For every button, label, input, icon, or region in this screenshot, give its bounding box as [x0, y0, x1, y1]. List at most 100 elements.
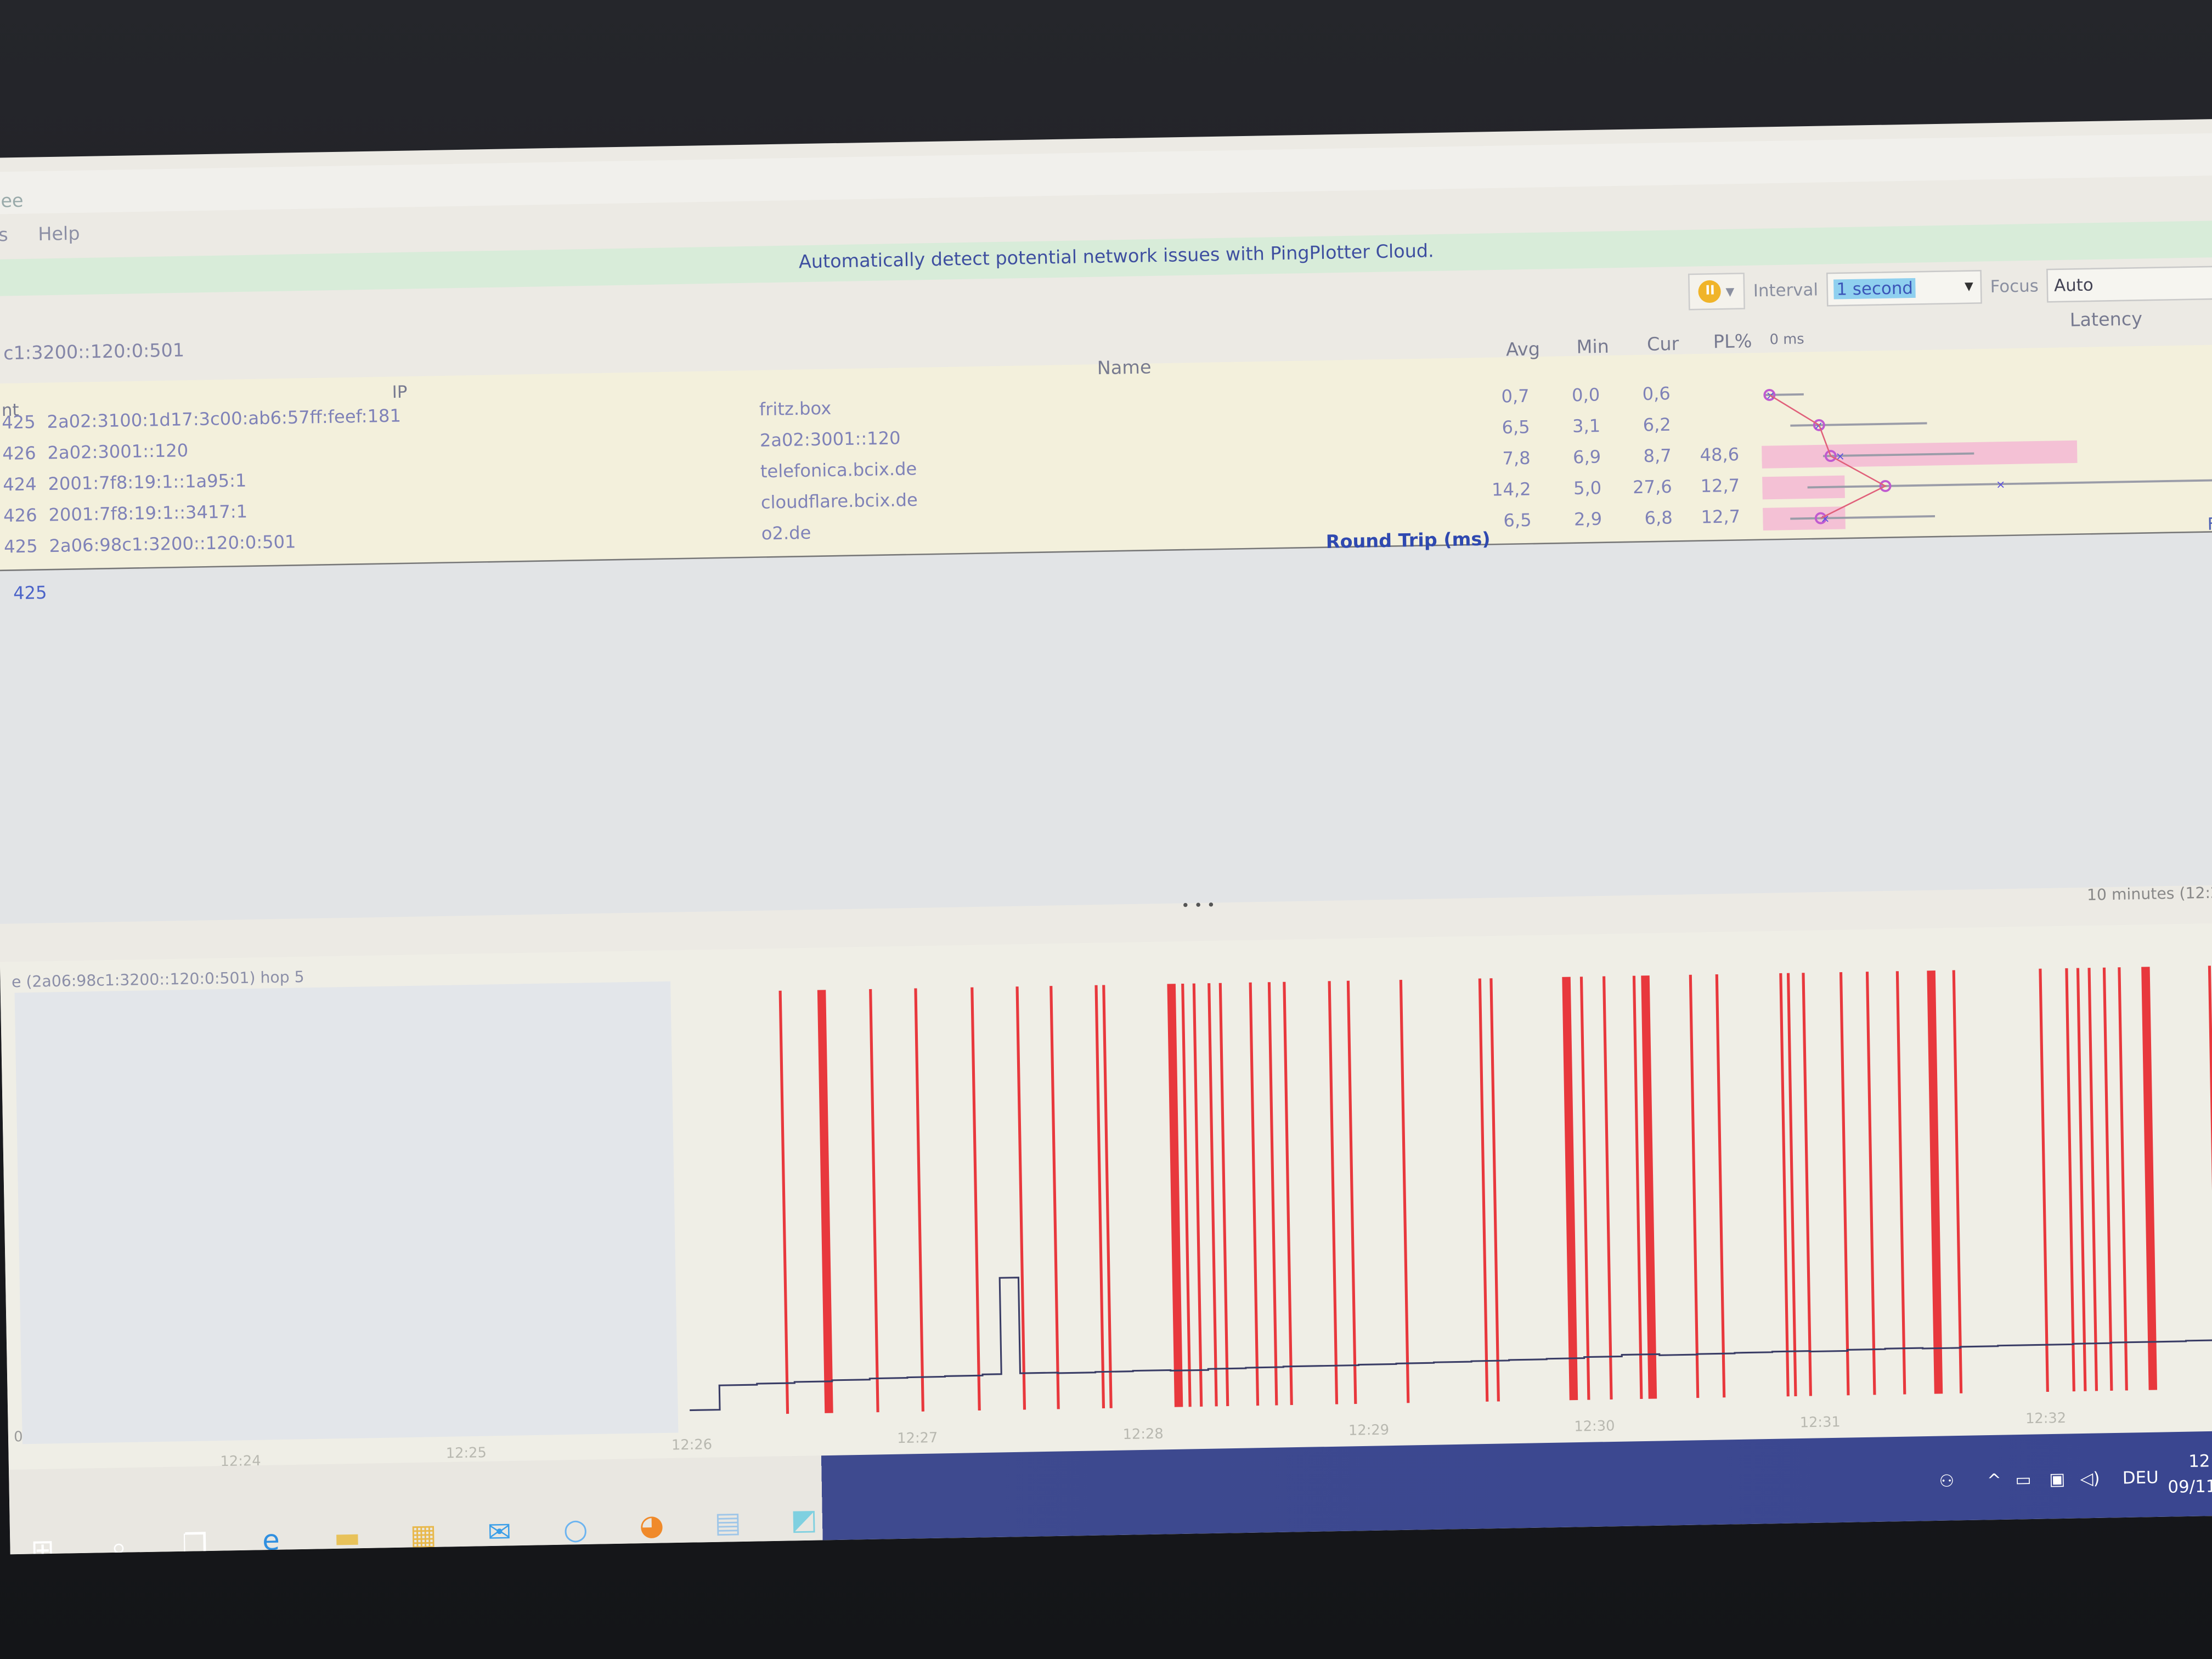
hop-min: 2,9	[1573, 508, 1602, 531]
hop-pl: 48,6	[1700, 443, 1740, 466]
firefox-icon[interactable]: ◕	[639, 1508, 664, 1543]
hop-count: 424	[2, 473, 37, 495]
col-cur[interactable]: Cur	[1646, 334, 1679, 357]
interval-value: 1 second	[1833, 278, 1916, 300]
packet-loss-bar	[2102, 967, 2113, 1391]
packet-loss-bar	[1927, 970, 1943, 1394]
hop-ip: 2a02:3001::120	[47, 439, 189, 464]
hop-pl: 12,7	[1701, 506, 1741, 528]
hop-name: 2a02:3001::120	[759, 427, 901, 451]
x-tick-label: 12:27	[897, 1430, 938, 1447]
hop-count: 426	[3, 504, 37, 527]
clock-time[interactable]: 12:33	[2188, 1451, 2212, 1471]
splitter-handle[interactable]: • • •	[1181, 898, 1216, 915]
trace-table: nt IP Name Avg Min Cur PL% 0 ms Latency …	[0, 309, 2212, 570]
avg-latency-marker	[1814, 512, 1827, 524]
task-view-icon[interactable]: ❐	[182, 1526, 208, 1555]
packet-loss-bar	[1328, 981, 1339, 1404]
hop-cur: 27,6	[1632, 476, 1673, 498]
pingplotter-active-icon[interactable]: ◩	[790, 1502, 818, 1537]
latency-range-whisker	[1790, 515, 1936, 520]
col-latency[interactable]: Latency	[2069, 309, 2143, 332]
file-explorer-icon[interactable]: ▬	[333, 1520, 361, 1555]
cortana-icon[interactable]: ○	[563, 1511, 589, 1546]
col-name[interactable]: Name	[1097, 358, 1152, 380]
packet-loss-bar	[1895, 971, 1906, 1395]
packet-loss-bar	[2076, 968, 2087, 1391]
col-pl[interactable]: PL%	[1713, 331, 1752, 354]
hop-cur: 8,7	[1643, 444, 1672, 467]
packet-loss-bar	[1952, 970, 1963, 1393]
clock-date[interactable]: 09/11/202	[2168, 1475, 2212, 1497]
packet-loss-bar	[1167, 984, 1183, 1407]
hop-min: 0,0	[1571, 383, 1600, 406]
latency-range-whisker	[1822, 452, 1974, 458]
menu-tools[interactable]: s	[0, 225, 9, 247]
packet-loss-bar	[970, 987, 981, 1411]
timeline-svg: 12:24 12:25 12:26 12:27 12:28 12:29 12:30 12:31…	[14, 966, 2212, 1470]
pingplotter-icon[interactable]: ▤	[714, 1505, 742, 1540]
interval-select[interactable]: 1 second ▼	[1826, 269, 1982, 307]
pause-button[interactable]: II ▼	[1688, 272, 1745, 311]
edge-icon[interactable]: e	[262, 1523, 280, 1555]
hop-pl: 12,7	[1700, 475, 1740, 497]
x-tick-label: 12:26	[672, 1436, 713, 1453]
hop-cur: 6,8	[1644, 507, 1673, 529]
avg-latency-marker	[1824, 450, 1837, 462]
avg-latency-marker	[1763, 388, 1776, 401]
packet-loss-bar	[2065, 968, 2075, 1392]
search-icon[interactable]: ⌕	[110, 1529, 127, 1555]
time-range[interactable]: 10 minutes (12:23:1	[2086, 883, 2212, 905]
battery-icon[interactable]: ▭	[2015, 1469, 2032, 1490]
packet-loss-bar	[1218, 983, 1229, 1407]
packet-loss-bar	[1641, 975, 1657, 1399]
packet-loss-bar	[1249, 982, 1260, 1406]
windows-start-icon[interactable]: ⊞	[30, 1532, 55, 1555]
latency-scale: 0 ms	[1769, 332, 1804, 349]
menu-help[interactable]: Help	[37, 224, 80, 246]
col-ip[interactable]: IP	[392, 382, 408, 402]
hop-cur: 0,6	[1642, 382, 1671, 404]
network-icon[interactable]: ▣	[2049, 1469, 2066, 1489]
packet-loss-bar	[1865, 972, 1876, 1395]
packet-loss-bar	[1267, 982, 1278, 1406]
focus-value: Auto	[2053, 275, 2094, 296]
x-tick-label: 12:28	[1122, 1426, 1164, 1443]
packet-loss-bar	[1283, 981, 1293, 1406]
hop-cur: 6,2	[1643, 414, 1672, 436]
banner-text[interactable]: Automatically detect potential network i…	[798, 241, 1435, 274]
hop-avg: 0,7	[1501, 385, 1530, 407]
packet-loss-bar	[1839, 972, 1850, 1396]
packet-loss-bar	[2208, 966, 2212, 1389]
avg-latency-marker	[1813, 419, 1825, 431]
focus-select[interactable]: Auto	[2046, 266, 2212, 303]
latency-mini-graph: ×××××	[1762, 388, 2212, 531]
hop-pl	[1687, 381, 1738, 382]
packet-loss-bar	[2087, 968, 2098, 1391]
x-tick-label: 12:30	[1574, 1418, 1615, 1435]
hop-count: 425	[3, 535, 38, 558]
hop-min: 6,9	[1572, 446, 1601, 468]
hop-ip: 2001:7f8:19:1::1a95:1	[48, 470, 247, 495]
packet-loss-bar	[914, 988, 924, 1412]
dropdown-arrow-icon[interactable]: ▼	[1725, 285, 1735, 298]
hop-ip: 2a06:98c1:3200::120:0:501	[49, 531, 296, 557]
language-indicator[interactable]: DEU	[2122, 1467, 2159, 1488]
hop-avg: 7,8	[1502, 447, 1531, 469]
col-avg[interactable]: Avg	[1505, 340, 1541, 362]
x-tick-label: 12:25	[445, 1444, 487, 1462]
title-bar: ee	[0, 132, 2212, 215]
hop-count: 426	[2, 442, 36, 464]
x-tick-label: 12:29	[1348, 1422, 1390, 1439]
store-icon[interactable]: ▦	[409, 1517, 437, 1552]
avg-latency-line	[1769, 394, 1887, 519]
col-min[interactable]: Min	[1576, 337, 1610, 359]
hop-avg: 6,5	[1502, 416, 1530, 438]
packet-loss-bar	[869, 989, 879, 1413]
chevron-up-icon[interactable]: ^	[1987, 1470, 2002, 1491]
people-icon[interactable]: ⚇	[1939, 1471, 1955, 1491]
mail-icon[interactable]: ✉	[487, 1514, 512, 1549]
x-tick-label: 12:31	[1799, 1414, 1841, 1431]
volume-icon[interactable]: ◁)	[2080, 1468, 2100, 1489]
